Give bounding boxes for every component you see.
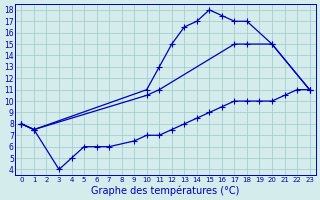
X-axis label: Graphe des températures (°C): Graphe des températures (°C)	[91, 185, 240, 196]
